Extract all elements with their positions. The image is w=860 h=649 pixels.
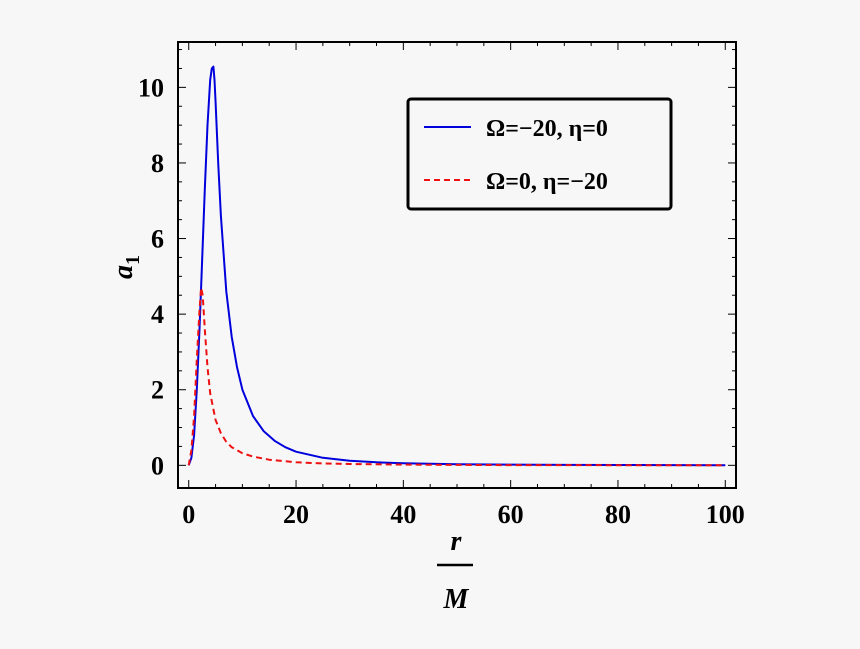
series-line-2 xyxy=(187,286,726,467)
tick-labels: 0 20 40 60 80 100 0 2 4 6 8 10 xyxy=(138,73,745,529)
series-line-1 xyxy=(187,65,726,467)
x-axis-title-numerator: r xyxy=(451,526,463,557)
ticks xyxy=(178,42,736,488)
legend-label-series-1: Ω=−20, η=0 xyxy=(486,116,608,142)
x-tick-label: 80 xyxy=(605,500,631,529)
y-tick-label: 6 xyxy=(151,225,164,254)
legend: Ω=−20, η=0 Ω=0, η=−20 xyxy=(406,97,673,211)
y-tick-label: 8 xyxy=(151,149,164,178)
y-tick-label: 10 xyxy=(138,73,164,102)
x-tick-label: 0 xyxy=(182,500,195,529)
x-tick-label: 20 xyxy=(283,500,309,529)
y-axis-title-subscript: 1 xyxy=(122,255,144,265)
y-axis-title-main: a xyxy=(108,265,139,279)
series-lines xyxy=(187,65,726,467)
legend-label-series-2: Ω=0, η=−20 xyxy=(486,169,608,195)
y-tick-label: 2 xyxy=(151,376,164,405)
y-axis-title: a1 xyxy=(108,255,144,279)
y-tick-label: 4 xyxy=(151,300,164,329)
legend-box xyxy=(406,97,673,211)
x-tick-label: 100 xyxy=(706,500,745,529)
x-tick-label: 60 xyxy=(498,500,524,529)
x-axis-title-denominator: M xyxy=(443,584,470,615)
y-tick-label: 0 xyxy=(151,451,164,480)
x-tick-label: 40 xyxy=(390,500,416,529)
